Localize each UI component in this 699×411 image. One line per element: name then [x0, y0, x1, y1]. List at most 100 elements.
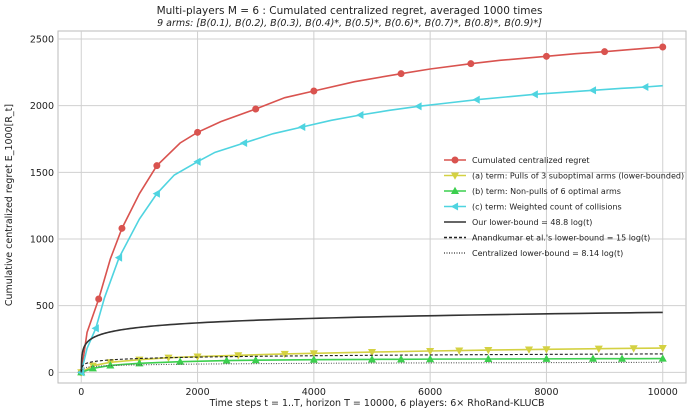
series-marker — [542, 346, 551, 354]
y-tick-label: 2000 — [30, 101, 54, 112]
series-marker — [252, 105, 260, 113]
series-marker — [467, 60, 475, 68]
series-marker — [426, 347, 435, 356]
series-marker — [367, 355, 377, 363]
series-marker — [153, 162, 161, 170]
series-line — [80, 84, 663, 373]
series-marker — [450, 186, 460, 195]
y-tick-label: 2500 — [30, 35, 54, 46]
series-marker — [542, 52, 550, 60]
series-marker — [629, 345, 638, 353]
series-marker — [397, 70, 405, 78]
series-marker — [234, 352, 243, 360]
legend-item: Our lower-bound = 48.8 log(t) — [444, 218, 592, 227]
legend-label: Anandkumar et al.'s lower-bound = 15 log… — [472, 234, 650, 243]
series-marker — [451, 156, 459, 164]
series-4 — [80, 311, 663, 373]
x-tick-label: 6000 — [418, 387, 442, 398]
ticks: 0 2000 4000 6000 8000 10000 0 500 1000 1500 2000 25… — [30, 35, 678, 399]
series-marker — [114, 253, 123, 262]
y-tick-label: 1000 — [30, 235, 54, 246]
series-line — [80, 357, 663, 374]
series-marker — [310, 87, 318, 95]
series-marker — [484, 354, 493, 363]
series-marker — [426, 354, 435, 363]
series-marker — [530, 90, 538, 99]
legend-item: Cumulated centralized regret — [444, 156, 590, 165]
series-marker — [106, 361, 115, 369]
x-tick-label: 0 — [78, 387, 84, 398]
x-tick-label: 8000 — [534, 387, 558, 398]
series-line — [80, 311, 663, 373]
series-marker — [450, 172, 460, 180]
series-marker — [542, 354, 551, 362]
legend-label: Centralized lower-bound = 8.14 log(t) — [472, 249, 623, 258]
legend-label: (b) term: Non-pulls of 6 optimal arms — [472, 187, 621, 196]
grid — [58, 31, 686, 383]
legend-item: Anandkumar et al.'s lower-bound = 15 log… — [444, 234, 650, 243]
series-line — [80, 347, 663, 374]
x-tick-label: 4000 — [302, 387, 326, 398]
y-tick-label: 0 — [48, 368, 54, 379]
legend-label: (c) term: Weighted count of collisions — [472, 203, 622, 212]
series-marker — [588, 86, 597, 95]
series-line — [80, 361, 663, 373]
series-1 — [77, 345, 667, 377]
series-line — [80, 46, 663, 373]
series-marker — [484, 347, 493, 355]
series-marker — [472, 95, 480, 104]
series-marker — [367, 349, 377, 357]
legend-item: (c) term: Weighted count of collisions — [444, 202, 622, 212]
series-marker — [176, 357, 185, 365]
x-tick-label: 10000 — [648, 387, 678, 398]
legend-item: Centralized lower-bound = 8.14 log(t) — [444, 249, 623, 258]
series-marker — [222, 356, 231, 364]
series-marker — [91, 324, 99, 333]
series-marker — [658, 354, 667, 362]
series-marker — [118, 224, 126, 232]
series-marker — [239, 138, 248, 148]
series-marker — [251, 355, 260, 364]
series-marker — [455, 347, 464, 355]
legend-label: (a) term: Pulls of 3 suboptimal arms (lo… — [472, 172, 684, 181]
series-marker — [594, 345, 603, 353]
series-marker — [309, 350, 318, 358]
chart-title: Multi-players M = 6 : Cumulated centrali… — [157, 5, 543, 17]
y-tick-label: 1500 — [30, 168, 54, 179]
x-tick-label: 2000 — [185, 387, 209, 398]
series-marker — [450, 202, 459, 211]
series-marker — [658, 345, 667, 353]
series-marker — [641, 82, 649, 92]
legend-item: (b) term: Non-pulls of 6 optimal arms — [444, 186, 621, 196]
series-marker — [194, 128, 202, 136]
series-marker — [309, 355, 318, 363]
y-axis-label: Cumulative centralized regret E_1000[R_t… — [4, 104, 15, 306]
plot-frame — [57, 30, 687, 384]
series-marker — [88, 364, 97, 372]
legend-label: Our lower-bound = 48.8 log(t) — [472, 218, 592, 227]
legend: Cumulated centralized regret (a) term: Pu… — [444, 156, 684, 258]
series-marker — [356, 110, 364, 120]
series-marker — [297, 122, 306, 132]
series-2 — [77, 354, 667, 376]
series-marker — [193, 157, 201, 166]
legend-label: Cumulated centralized regret — [472, 156, 590, 165]
series-6 — [80, 361, 663, 373]
series-marker — [524, 346, 534, 354]
series-layer — [77, 43, 667, 377]
series-marker — [152, 189, 160, 198]
y-tick-label: 500 — [36, 301, 54, 312]
series-line — [80, 353, 663, 373]
series-marker — [588, 354, 598, 362]
series-marker — [95, 295, 103, 303]
series-3 — [77, 82, 663, 377]
series-marker — [397, 355, 406, 363]
x-axis-label: Time steps t = 1..T, horizon T = 10000, … — [208, 398, 544, 409]
series-marker — [414, 102, 422, 111]
series-marker — [280, 350, 289, 359]
series-marker — [617, 354, 627, 362]
series-5 — [80, 353, 663, 373]
chart-subtitle: 9 arms: [B(0.1), B(0.2), B(0.3), B(0.4)*… — [157, 18, 542, 29]
legend-item: (a) term: Pulls of 3 suboptimal arms (lo… — [444, 172, 684, 181]
